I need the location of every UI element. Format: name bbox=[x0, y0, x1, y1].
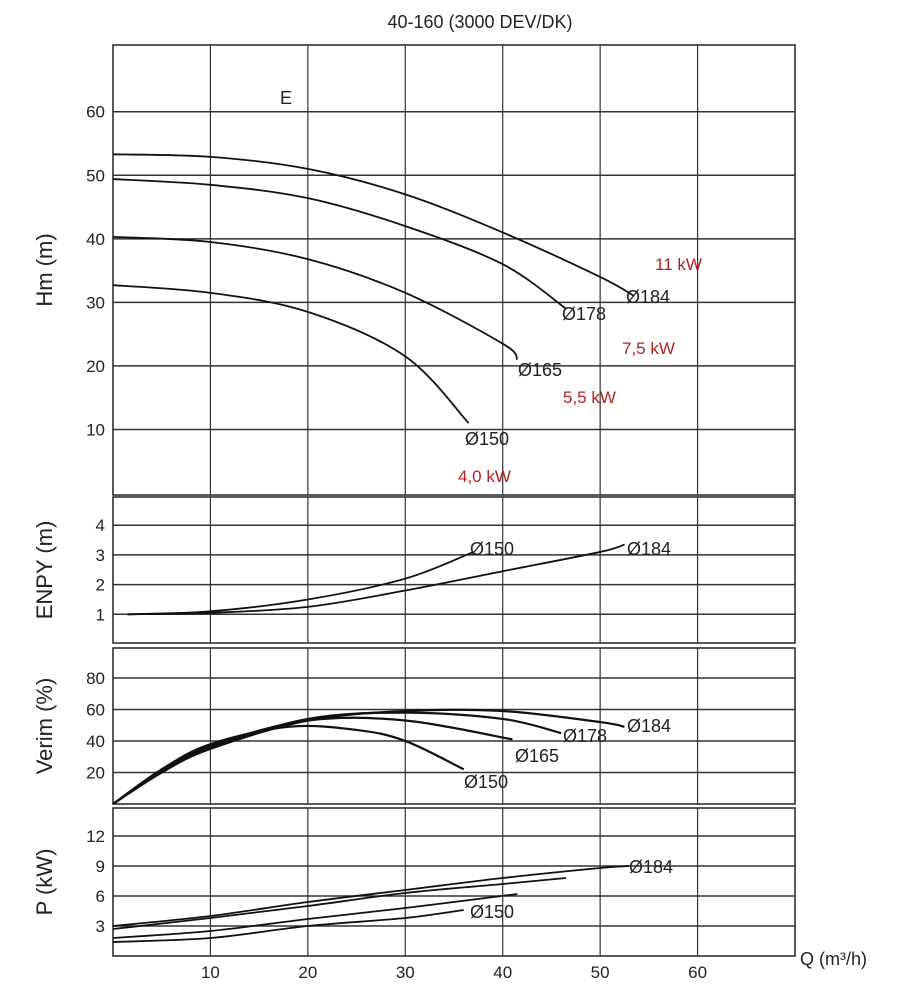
y-tick-label: 30 bbox=[86, 293, 105, 312]
x-tick-label: 30 bbox=[396, 963, 415, 982]
y-tick-label: 80 bbox=[86, 669, 105, 688]
y-tick-label: 60 bbox=[86, 700, 105, 719]
series-line-d165 bbox=[112, 893, 518, 939]
series-label: Ø184 bbox=[629, 857, 673, 877]
y-tick-label: 12 bbox=[86, 827, 105, 846]
series-line-d184 bbox=[127, 543, 625, 616]
y-axis-label: Hm (m) bbox=[32, 233, 57, 306]
series-line-d165 bbox=[112, 716, 513, 805]
series-line-d178 bbox=[112, 877, 567, 930]
y-tick-label: 2 bbox=[96, 576, 105, 595]
y-tick-label: 6 bbox=[96, 887, 105, 906]
series-line-d150 bbox=[112, 909, 464, 943]
y-tick-label: 10 bbox=[86, 420, 105, 439]
y-tick-label: 9 bbox=[96, 857, 105, 876]
series-line-d184 bbox=[112, 865, 630, 927]
y-tick-label: 60 bbox=[86, 103, 105, 122]
series-label: Ø178 bbox=[563, 726, 607, 746]
series-line-d150 bbox=[112, 284, 470, 424]
series-label: Ø150 bbox=[470, 902, 514, 922]
panel-frame bbox=[112, 44, 796, 496]
y-tick-label: 20 bbox=[86, 763, 105, 782]
panel-frame bbox=[112, 647, 796, 805]
series-label: Ø150 bbox=[465, 429, 509, 449]
x-tick-label: 50 bbox=[591, 963, 610, 982]
x-axis-label: Q (m³/h) bbox=[800, 949, 867, 969]
y-axis-label: Verim (%) bbox=[32, 678, 57, 775]
y-tick-label: 20 bbox=[86, 357, 105, 376]
y-tick-label: 50 bbox=[86, 166, 105, 185]
panel-frame bbox=[112, 807, 796, 957]
series-line-d150 bbox=[127, 551, 474, 616]
x-tick-label: 10 bbox=[201, 963, 220, 982]
motor-power-label: 5,5 kW bbox=[563, 388, 616, 407]
series-label: Ø165 bbox=[515, 746, 559, 766]
y-tick-label: 40 bbox=[86, 732, 105, 751]
series-line-d184 bbox=[112, 153, 635, 297]
y-axis-label: ENPY (m) bbox=[32, 521, 57, 620]
series-line-d150 bbox=[112, 724, 465, 805]
x-tick-label: 20 bbox=[298, 963, 317, 982]
y-axis-label: P (kW) bbox=[32, 849, 57, 916]
y-tick-label: 3 bbox=[96, 546, 105, 565]
chart-annotation: E bbox=[280, 88, 292, 108]
series-label: Ø150 bbox=[470, 539, 514, 559]
series-line-d178 bbox=[112, 178, 567, 310]
y-tick-label: 4 bbox=[96, 516, 105, 535]
series-label: Ø184 bbox=[626, 287, 670, 307]
x-tick-label: 40 bbox=[493, 963, 512, 982]
motor-power-label: 7,5 kW bbox=[622, 339, 675, 358]
series-label: Ø165 bbox=[518, 360, 562, 380]
y-tick-label: 40 bbox=[86, 230, 105, 249]
series-label: Ø184 bbox=[627, 539, 671, 559]
series-line-d165 bbox=[112, 236, 519, 361]
y-tick-label: 1 bbox=[96, 605, 105, 624]
chart-title: 40-160 (3000 DEV/DK) bbox=[387, 12, 572, 32]
series-label: Ø150 bbox=[464, 772, 508, 792]
motor-power-label: 4,0 kW bbox=[458, 467, 511, 486]
motor-power-label: 11 kW bbox=[655, 255, 702, 274]
series-label: Ø178 bbox=[562, 304, 606, 324]
y-tick-label: 3 bbox=[96, 917, 105, 936]
x-tick-label: 60 bbox=[688, 963, 707, 982]
panel-frame bbox=[112, 496, 796, 644]
series-label: Ø184 bbox=[627, 716, 671, 736]
